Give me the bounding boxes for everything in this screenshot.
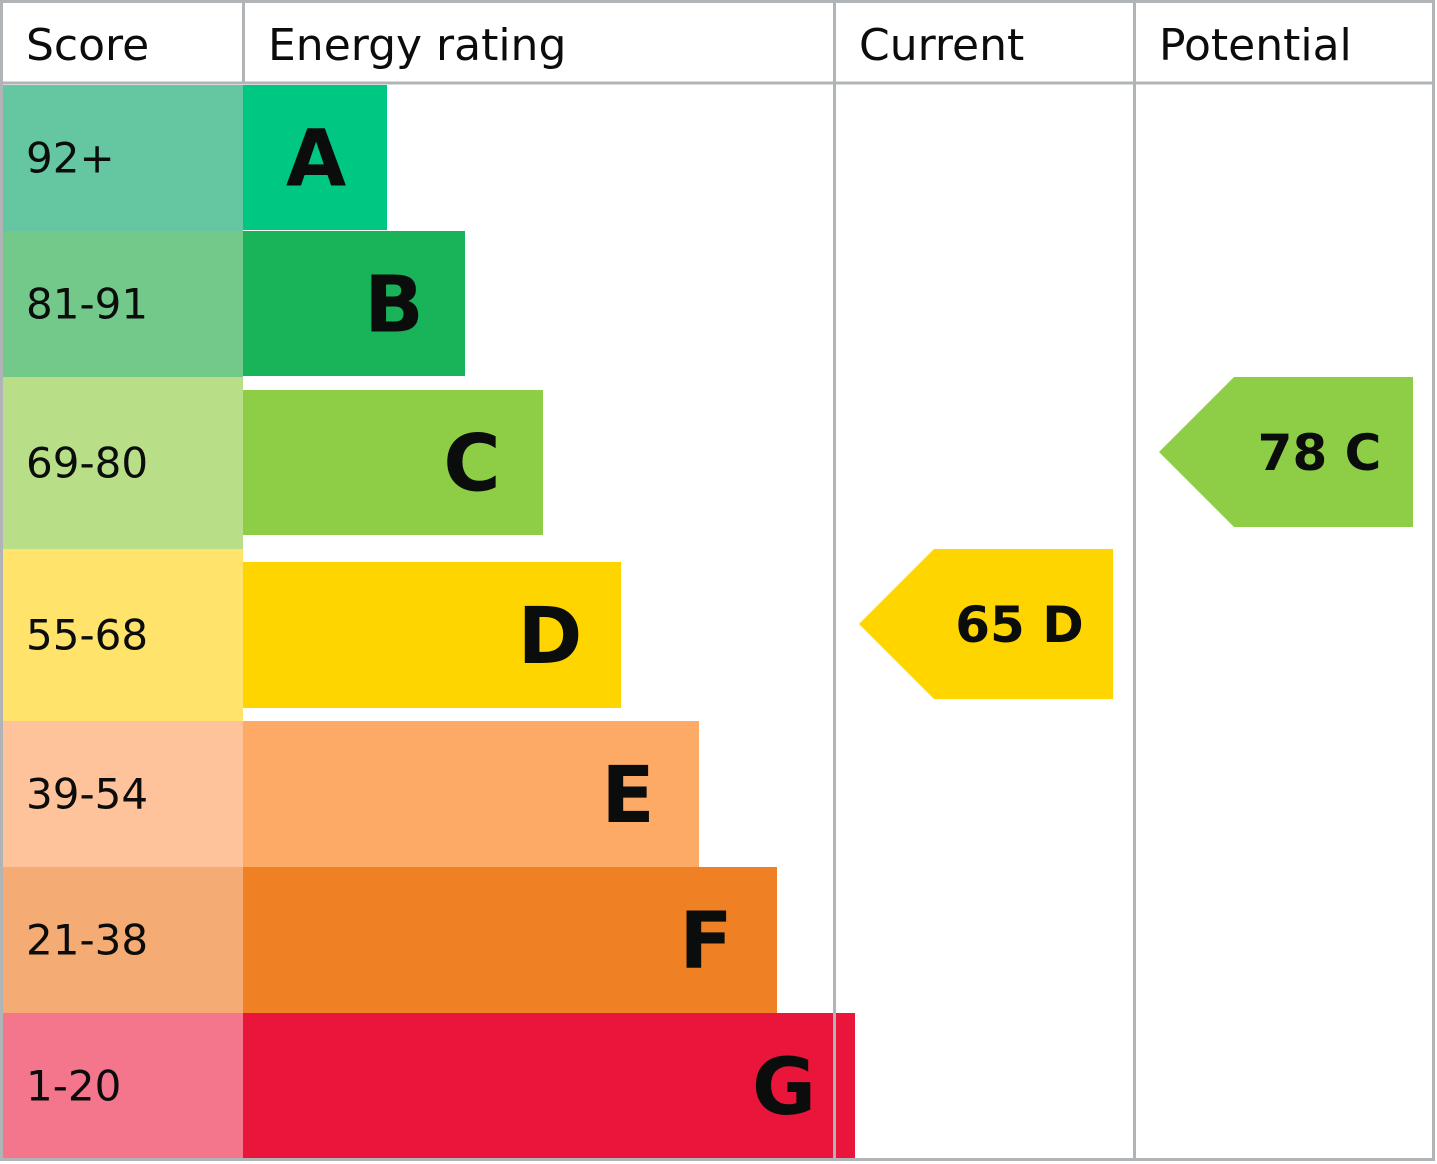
score-cell-b [3,231,243,377]
band-row-f: 21-38 F [3,867,777,1013]
band-row-b: 81-91 B [3,231,465,377]
rating-bar-f [243,867,777,1013]
rating-bar-g [243,1013,855,1159]
band-row-c: 69-80 C [3,377,543,549]
rating-bar-e [243,721,699,867]
current-rating-arrow: 65 D [859,549,1113,699]
rating-letter-a: A [286,115,346,205]
rating-letter-d: D [518,592,583,682]
band-row-d: 55-68 D [3,549,621,721]
header-score: Score [26,20,149,71]
rating-bar-d [243,562,621,708]
current-arrow-shape [859,549,1113,699]
score-label-e: 39-54 [26,770,148,819]
header-row: Score Energy rating Current Potential [26,20,1352,71]
score-label-b: 81-91 [26,280,148,329]
score-cell-g [3,1013,243,1159]
rating-bar-b [243,231,465,376]
band-row-e: 39-54 E [3,721,699,867]
score-label-d: 55-68 [26,611,148,660]
score-cell-e [3,721,243,867]
rating-bar-a [243,85,387,230]
rating-letter-f: F [679,897,732,987]
current-rating-label: 65 D [955,596,1084,654]
arrows-layer: 65 D 78 C [859,377,1413,699]
potential-arrow-shape [1159,377,1413,527]
potential-rating-label: 78 C [1258,424,1382,482]
score-label-g: 1-20 [26,1062,121,1111]
header-energy-rating: Energy rating [268,20,566,71]
rating-letter-g: G [752,1043,816,1133]
rating-letter-e: E [601,751,654,841]
score-cell-f [3,867,243,1013]
score-cell-a [3,85,243,231]
score-cell-c [3,377,243,549]
rating-bar-c [243,390,543,535]
score-label-f: 21-38 [26,916,148,965]
potential-rating-arrow: 78 C [1159,377,1413,527]
score-cell-d [3,549,243,721]
bands-layer: 92+ A 81-91 B 69-80 C 55-68 D 39-54 E 21-38 F 1-20 G [3,85,855,1159]
score-label-a: 92+ [26,134,115,183]
band-row-a: 92+ A [3,85,387,231]
rating-letter-b: B [364,261,423,351]
score-label-c: 69-80 [26,439,148,488]
header-current: Current [859,20,1024,71]
band-row-g: 1-20 G [3,1013,855,1159]
header-potential: Potential [1159,20,1352,71]
rating-letter-c: C [443,420,500,510]
